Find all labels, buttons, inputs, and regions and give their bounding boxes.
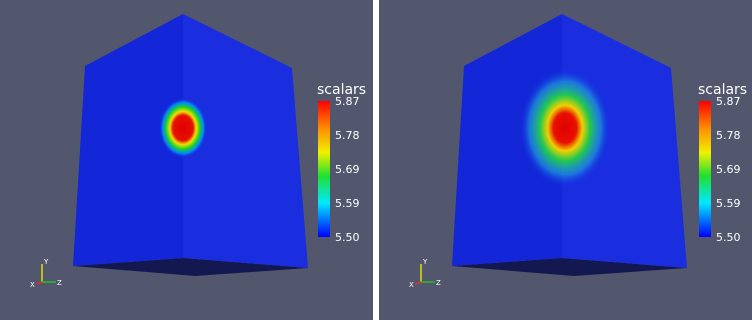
legend-tick-label: 5.59 xyxy=(335,197,360,210)
legend-tick-label: 5.78 xyxy=(716,129,741,142)
page: scalars5.875.785.695.595.50YZXscalars5.8… xyxy=(0,0,752,320)
legend-tick-label: 5.78 xyxy=(335,129,360,142)
legend-tick-label: 5.69 xyxy=(335,163,360,176)
axis-label-x: X xyxy=(30,281,35,289)
hot-spot xyxy=(519,68,611,188)
screenshot: scalars5.875.785.695.595.50YZXscalars5.8… xyxy=(0,0,752,320)
legend-tick-label: 5.87 xyxy=(335,95,360,108)
color-bar xyxy=(699,101,711,237)
hot-spot xyxy=(159,98,207,158)
color-bar xyxy=(318,101,330,237)
axis-label-x: X xyxy=(409,281,414,289)
legend-tick-label: 5.50 xyxy=(716,231,741,244)
legend-tick-label: 5.87 xyxy=(716,95,741,108)
axis-label-y: Y xyxy=(43,258,49,266)
axis-label-z: Z xyxy=(57,279,62,287)
legend-tick-label: 5.69 xyxy=(716,163,741,176)
axis-label-z: Z xyxy=(436,279,441,287)
legend-tick-label: 5.50 xyxy=(335,231,360,244)
axis-label-y: Y xyxy=(422,258,428,266)
legend-tick-label: 5.59 xyxy=(716,197,741,210)
